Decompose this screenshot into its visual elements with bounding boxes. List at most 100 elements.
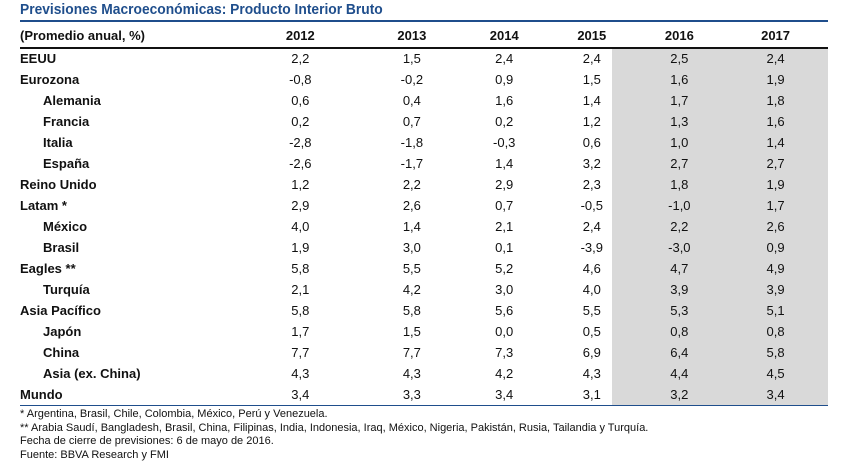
value-cell: 1,4 (363, 216, 460, 237)
row-label: Japón (20, 321, 237, 342)
row-label: Francia (20, 111, 237, 132)
footnote: Fuente: BBVA Research y FMI (20, 449, 648, 462)
value-cell: 5,5 (548, 300, 636, 321)
value-cell: 1,7 (636, 90, 724, 111)
value-cell: 3,2 (636, 384, 724, 405)
footnote: * Argentina, Brasil, Chile, Colombia, Mé… (20, 408, 648, 422)
year-header: 2014 (460, 22, 548, 48)
value-cell: -0,5 (548, 195, 636, 216)
value-cell: 0,8 (636, 321, 724, 342)
value-cell: 3,0 (460, 279, 548, 300)
value-cell: -0,3 (460, 132, 548, 153)
value-cell: 1,8 (723, 90, 828, 111)
value-cell: 1,9 (723, 174, 828, 195)
row-label: China (20, 342, 237, 363)
value-cell: -3,9 (548, 237, 636, 258)
value-cell: 2,7 (723, 153, 828, 174)
value-cell: 4,5 (723, 363, 828, 384)
footnote: Fecha de cierre de previsiones: 6 de may… (20, 435, 648, 449)
value-cell: 2,3 (548, 174, 636, 195)
row-label: Mundo (20, 384, 237, 405)
year-header: 2016 (636, 22, 724, 48)
value-cell: 7,3 (460, 342, 548, 363)
value-cell: -1,7 (363, 153, 460, 174)
value-cell: 2,1 (460, 216, 548, 237)
footnote: ** Arabia Saudí, Bangladesh, Brasil, Chi… (20, 422, 648, 436)
value-cell: 1,9 (723, 69, 828, 90)
value-cell: 5,6 (460, 300, 548, 321)
value-cell: 3,3 (363, 384, 460, 405)
value-cell: 6,9 (548, 342, 636, 363)
value-cell: 5,8 (237, 300, 363, 321)
value-cell: 0,4 (363, 90, 460, 111)
value-cell: 0,8 (723, 321, 828, 342)
row-label: EEUU (20, 48, 237, 69)
value-cell: 2,6 (363, 195, 460, 216)
value-cell: 4,6 (548, 258, 636, 279)
value-cell: 1,7 (723, 195, 828, 216)
value-cell: 2,9 (237, 195, 363, 216)
row-label: México (20, 216, 237, 237)
value-cell: 0,2 (237, 111, 363, 132)
value-cell: 5,3 (636, 300, 724, 321)
value-cell: 2,2 (636, 216, 724, 237)
row-label: Reino Unido (20, 174, 237, 195)
value-cell: 2,2 (237, 48, 363, 69)
value-cell: 2,7 (636, 153, 724, 174)
value-cell: 5,8 (237, 258, 363, 279)
value-cell: 4,3 (363, 363, 460, 384)
row-label: España (20, 153, 237, 174)
year-header: 2015 (548, 22, 636, 48)
value-cell: 1,3 (636, 111, 724, 132)
value-cell: 2,4 (460, 48, 548, 69)
value-cell: -2,8 (237, 132, 363, 153)
value-cell: 2,9 (460, 174, 548, 195)
value-cell: 4,7 (636, 258, 724, 279)
row-label: Latam * (20, 195, 237, 216)
value-cell: 1,4 (548, 90, 636, 111)
value-cell: 3,4 (460, 384, 548, 405)
value-cell: 5,2 (460, 258, 548, 279)
value-cell: 1,7 (237, 321, 363, 342)
value-cell: 2,6 (723, 216, 828, 237)
row-label: Brasil (20, 237, 237, 258)
year-header: 2013 (363, 22, 460, 48)
value-cell: 3,4 (237, 384, 363, 405)
value-cell: 5,8 (723, 342, 828, 363)
value-cell: 2,4 (723, 48, 828, 69)
row-label: Asia Pacífico (20, 300, 237, 321)
value-cell: 4,2 (363, 279, 460, 300)
value-cell: 1,2 (548, 111, 636, 132)
value-cell: -3,0 (636, 237, 724, 258)
value-cell: 4,0 (237, 216, 363, 237)
value-cell: 2,5 (636, 48, 724, 69)
bottom-rule (20, 405, 828, 406)
units-header: (Promedio anual, %) (20, 22, 237, 48)
row-label: Asia (ex. China) (20, 363, 237, 384)
value-cell: -0,8 (237, 69, 363, 90)
value-cell: 1,6 (460, 90, 548, 111)
value-cell: 3,1 (548, 384, 636, 405)
value-cell: 2,2 (363, 174, 460, 195)
value-cell: 3,9 (636, 279, 724, 300)
value-cell: 3,4 (723, 384, 828, 405)
row-label: Eagles ** (20, 258, 237, 279)
year-header: 2017 (723, 22, 828, 48)
value-cell: 0,0 (460, 321, 548, 342)
value-cell: 1,5 (363, 48, 460, 69)
value-cell: 1,0 (636, 132, 724, 153)
value-cell: 0,7 (460, 195, 548, 216)
value-cell: 1,6 (636, 69, 724, 90)
year-header: 2012 (237, 22, 363, 48)
value-cell: 0,6 (237, 90, 363, 111)
value-cell: 0,9 (460, 69, 548, 90)
